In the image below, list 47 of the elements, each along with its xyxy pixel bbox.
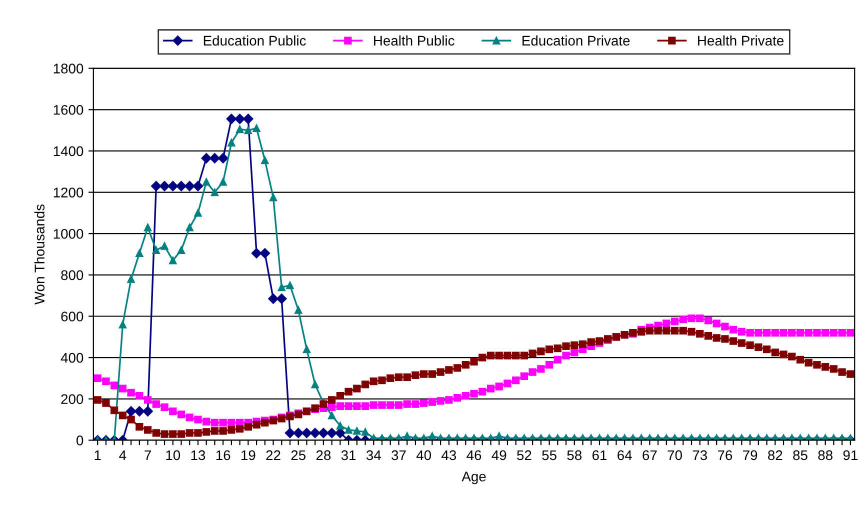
x-tick-label: 67	[642, 450, 657, 460]
y-tick-label: 200	[61, 394, 84, 404]
x-tick-label: 22	[266, 450, 280, 460]
x-tick-label: 64	[618, 450, 632, 460]
x-tick-label: 16	[216, 450, 230, 460]
y-tick-label: 1800	[54, 64, 84, 74]
x-tick-label: 19	[242, 450, 256, 460]
x-tick-label: 37	[392, 450, 406, 460]
x-tick-label: 10	[166, 450, 180, 460]
x-tick-label: 1	[94, 450, 101, 460]
x-tick-label: 55	[542, 450, 556, 460]
legend-label: Education Private	[522, 35, 630, 46]
x-tick-label: 25	[291, 450, 306, 460]
x-tick-label: 4	[119, 450, 126, 460]
x-tick-label: 61	[592, 450, 607, 460]
x-tick-label: 31	[341, 450, 356, 460]
x-tick-label: 13	[191, 450, 206, 460]
x-tick-label: 49	[492, 450, 506, 460]
legend-label: Health Public	[374, 35, 454, 46]
x-tick-label: 79	[743, 450, 758, 460]
x-tick-label: 85	[793, 450, 808, 460]
x-tick-label: 34	[366, 450, 381, 460]
y-tick-label: 400	[60, 352, 84, 363]
x-tick-label: 88	[818, 450, 832, 460]
legend-label: Education Public	[204, 35, 306, 46]
y-tick-label: 600	[61, 312, 84, 322]
x-tick-label: 43	[442, 450, 456, 460]
x-tick-label: 46	[466, 450, 482, 460]
x-tick-label: 73	[692, 450, 707, 460]
y-tick-label: 800	[61, 270, 84, 280]
y-tick-label: 1400	[54, 146, 84, 156]
x-tick-label: 70	[668, 450, 682, 460]
legend-label: Health Private	[698, 35, 784, 46]
x-tick-label: 58	[567, 450, 582, 460]
x-tick-label: 76	[718, 450, 732, 460]
y-tick-label: 1000	[54, 228, 84, 239]
y-tick-label: 1600	[54, 104, 84, 115]
x-tick-label: 7	[144, 450, 151, 460]
x-tick-label: 82	[768, 450, 782, 460]
x-tick-label: 28	[316, 450, 331, 460]
x-axis-title: Age	[462, 472, 486, 484]
y-tick-label: 1200	[54, 188, 84, 198]
y-axis-title: Won Thousands	[34, 204, 45, 305]
y-tick-label: 0	[76, 436, 84, 446]
x-tick-label: 52	[517, 450, 532, 460]
x-tick-label: 40	[416, 450, 432, 460]
x-tick-label: 91	[843, 450, 858, 460]
